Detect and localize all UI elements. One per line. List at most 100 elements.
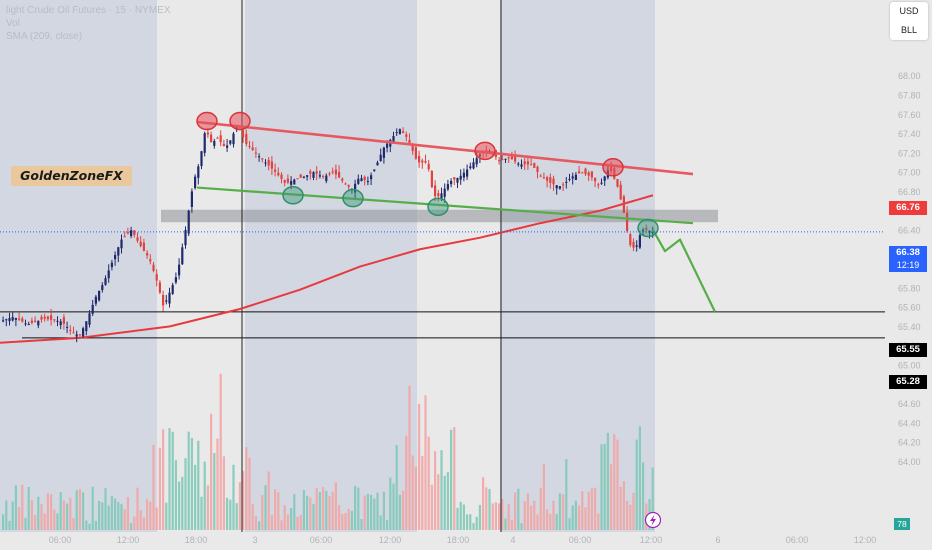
candle-body xyxy=(600,182,603,184)
volume-bar xyxy=(331,491,334,530)
candle-body xyxy=(318,175,321,177)
swing-low-marker xyxy=(282,186,304,205)
candle-body xyxy=(370,175,373,180)
volume-bar xyxy=(98,500,101,530)
candle-body xyxy=(18,318,21,320)
volume-bar xyxy=(542,463,545,530)
candle-body xyxy=(510,154,513,160)
candle-body xyxy=(123,236,126,238)
volume-bar xyxy=(565,459,568,530)
candle-body xyxy=(651,231,654,234)
candle-body xyxy=(37,320,40,326)
volume-bar xyxy=(322,487,325,530)
volume-bar xyxy=(517,488,520,530)
candle-body xyxy=(331,171,334,173)
candle-body xyxy=(622,196,625,213)
volume-bar xyxy=(520,523,523,530)
time-axis[interactable]: 06:00 12:00 18:00 3 06:00 12:00 18:00 4 06:00 12:… xyxy=(49,535,877,545)
volume-bar xyxy=(37,496,40,530)
volume-bar xyxy=(5,500,8,530)
candle-body xyxy=(27,324,30,326)
volume-bar xyxy=(117,501,120,530)
volume-bar xyxy=(312,503,315,530)
volume-bar xyxy=(315,488,318,530)
candle-body xyxy=(258,156,261,158)
price-tick: 64.60 xyxy=(898,399,921,409)
candle-body xyxy=(418,156,421,163)
volume-bar xyxy=(408,385,411,530)
volume-bar xyxy=(226,497,229,530)
projection-path xyxy=(652,229,716,313)
volume-bar xyxy=(130,523,133,530)
unit-selector[interactable]: USD BLL xyxy=(890,2,928,40)
volume-bar xyxy=(136,487,139,530)
candle-body xyxy=(587,172,590,176)
candle-body xyxy=(530,164,533,166)
candle-body xyxy=(309,171,312,174)
volume-bar xyxy=(354,485,357,530)
candle-body xyxy=(546,177,549,181)
volume-bar xyxy=(638,426,641,530)
session-band xyxy=(500,0,655,532)
level-low-label[interactable]: 65.28 xyxy=(889,375,927,389)
candle-body xyxy=(584,168,587,175)
candle-body xyxy=(136,237,139,241)
swing-markers[interactable] xyxy=(196,111,659,238)
volume-bar xyxy=(306,495,309,530)
price-tick: 65.80 xyxy=(898,283,921,293)
candle-body xyxy=(206,132,209,135)
time-tick: 06:00 xyxy=(569,535,592,545)
volume-bar xyxy=(82,492,85,530)
volume-bar xyxy=(530,505,533,530)
sma-path xyxy=(0,194,654,344)
candle-body xyxy=(85,321,88,332)
price-tick: 68.00 xyxy=(898,71,921,81)
volume-bar xyxy=(75,490,78,530)
level-high-label[interactable]: 65.55 xyxy=(889,343,927,357)
candle-body xyxy=(542,177,545,179)
volume-bar xyxy=(328,495,331,530)
volume-bar xyxy=(552,500,555,530)
candle-body xyxy=(11,316,14,321)
volume-bar xyxy=(248,457,251,530)
candle-body xyxy=(75,334,78,337)
candle-body xyxy=(299,174,302,178)
volume-bar xyxy=(357,487,360,530)
volume-bar xyxy=(149,501,152,530)
swing-high-marker xyxy=(229,111,251,131)
volume-bar xyxy=(168,427,171,530)
volume-bar xyxy=(120,503,123,530)
volume-bar xyxy=(469,514,472,530)
volume-bar xyxy=(626,500,629,530)
volume-bar xyxy=(299,514,302,530)
time-tick: 06:00 xyxy=(49,535,72,545)
unit-label[interactable]: BLL xyxy=(900,25,917,35)
candle-body xyxy=(354,183,357,193)
volume-bar xyxy=(302,490,305,530)
candle-body xyxy=(130,230,133,237)
lightning-icon[interactable] xyxy=(644,511,662,529)
volume-bar xyxy=(206,485,209,530)
time-tick: 4 xyxy=(510,535,515,545)
time-tick: 6 xyxy=(715,535,720,545)
horizontal-levels[interactable] xyxy=(0,311,885,339)
price-tick: 67.40 xyxy=(898,129,921,139)
candle-body xyxy=(184,229,187,246)
swing-high-marker xyxy=(602,158,624,177)
volume-bar xyxy=(597,513,600,530)
swing-high-marker xyxy=(196,111,218,131)
vertical-markers[interactable] xyxy=(241,0,502,532)
candle-body xyxy=(405,134,408,137)
volume-bar xyxy=(133,516,136,530)
volume-bar xyxy=(619,486,622,530)
volume-bar xyxy=(238,482,241,530)
candle-body xyxy=(21,318,24,322)
currency-label[interactable]: USD xyxy=(899,6,919,16)
candle-body xyxy=(562,184,565,186)
volume-bar xyxy=(171,431,174,530)
volume-bar xyxy=(475,516,478,530)
volume-bar xyxy=(245,447,248,530)
candle-body xyxy=(213,140,216,146)
volume-bar xyxy=(539,487,542,530)
